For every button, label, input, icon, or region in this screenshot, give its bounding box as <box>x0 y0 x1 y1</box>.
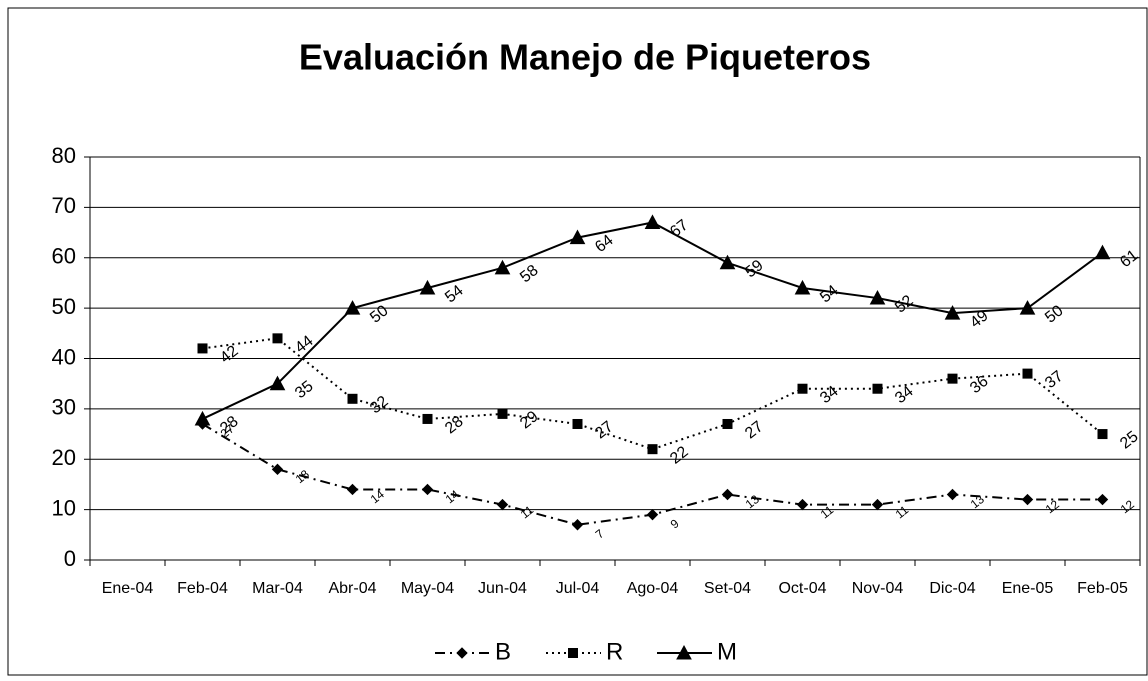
chart-border <box>7 7 1148 676</box>
marker <box>872 383 883 394</box>
marker <box>644 214 661 229</box>
y-tick-label: 0 <box>64 546 76 571</box>
marker <box>269 375 286 391</box>
marker <box>571 519 584 531</box>
marker <box>456 647 468 659</box>
marker <box>494 259 511 275</box>
y-tick-label: 80 <box>52 143 76 168</box>
legend-label: B <box>495 638 511 665</box>
marker <box>1096 493 1109 506</box>
marker <box>1019 300 1036 315</box>
x-tick-label: Jun-04 <box>478 580 527 597</box>
marker <box>944 305 961 320</box>
marker <box>194 410 211 426</box>
x-tick-label: Oct-04 <box>778 580 826 597</box>
x-tick-label: Nov-04 <box>852 580 904 597</box>
marker <box>572 418 583 429</box>
marker <box>869 289 886 305</box>
x-tick-label: Mar-04 <box>252 580 303 597</box>
legend-label: R <box>606 638 623 665</box>
marker <box>946 488 959 501</box>
marker <box>1021 493 1034 506</box>
x-tick-label: Dic-04 <box>929 580 975 597</box>
y-tick-label: 50 <box>52 294 76 319</box>
x-tick-label: May-04 <box>401 580 454 597</box>
marker <box>1094 244 1111 260</box>
x-tick-label: Set-04 <box>704 580 751 597</box>
marker <box>344 300 361 315</box>
marker <box>676 644 692 660</box>
marker <box>497 408 508 419</box>
marker <box>496 498 509 511</box>
marker <box>347 393 358 404</box>
x-tick-label: Abr-04 <box>328 580 376 597</box>
y-tick-label: 30 <box>52 395 76 420</box>
y-tick-label: 20 <box>52 445 76 470</box>
marker <box>272 333 283 344</box>
chart-title: Evaluación Manejo de Piqueteros <box>299 37 871 78</box>
marker <box>568 648 578 658</box>
x-tick-label: Ene-05 <box>1002 580 1054 597</box>
y-tick-label: 10 <box>52 495 76 520</box>
marker <box>421 483 434 496</box>
y-tick-label: 60 <box>52 244 76 269</box>
marker <box>569 229 586 245</box>
x-tick-label: Feb-05 <box>1077 580 1128 597</box>
legend-label: M <box>717 638 737 665</box>
marker <box>647 444 658 455</box>
x-tick-label: Ene-04 <box>102 580 154 597</box>
marker <box>422 413 433 424</box>
marker <box>419 279 436 295</box>
x-tick-label: Feb-04 <box>177 580 228 597</box>
marker <box>797 383 808 394</box>
marker <box>1022 368 1033 379</box>
marker <box>271 463 284 476</box>
marker <box>346 483 359 496</box>
x-tick-label: Ago-04 <box>627 580 679 597</box>
marker <box>947 373 958 384</box>
marker <box>794 279 811 295</box>
y-tick-label: 70 <box>52 193 76 218</box>
marker <box>722 418 733 429</box>
marker <box>721 488 734 501</box>
marker <box>719 254 736 270</box>
marker <box>796 498 809 511</box>
marker <box>646 508 659 521</box>
marker <box>871 498 884 511</box>
marker <box>1097 429 1108 440</box>
x-tick-label: Jul-04 <box>556 580 600 597</box>
y-tick-label: 40 <box>52 344 76 369</box>
marker <box>197 343 208 354</box>
